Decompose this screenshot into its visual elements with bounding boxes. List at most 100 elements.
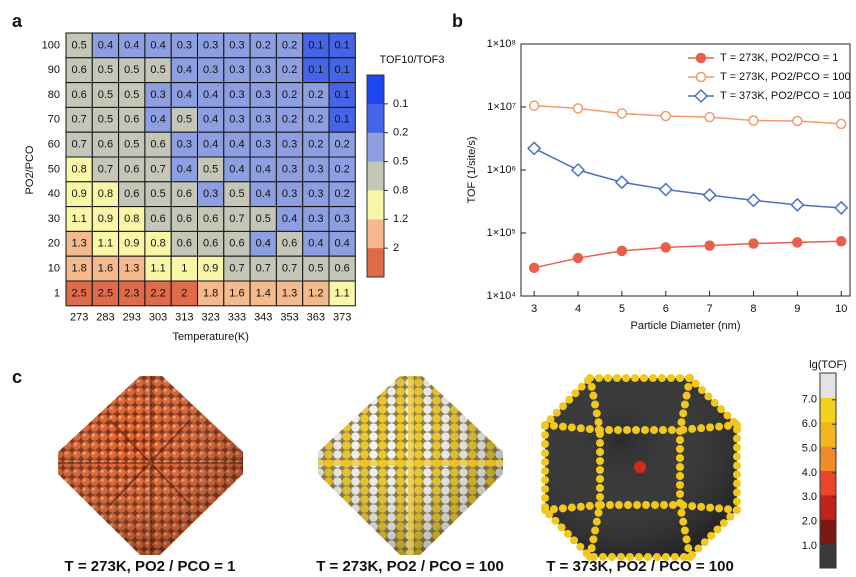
cell-label: 0.2 (335, 163, 350, 175)
heat-cell (118, 230, 146, 257)
cell-label: 0.7 (256, 263, 271, 275)
heat-cell (118, 280, 146, 307)
cell-label: 1.3 (282, 287, 297, 299)
marker (660, 110, 672, 122)
cell-label: 0.3 (256, 114, 271, 126)
heat-cell (65, 156, 93, 183)
cell-label: 0.4 (256, 188, 271, 200)
y-tick-label: 90 (48, 64, 60, 76)
heat-cell (91, 206, 120, 232)
heat-cell (223, 156, 251, 183)
cell-label: 0.9 (72, 188, 87, 200)
colorbar-tick-label: 2 (393, 242, 399, 254)
x-tick-label: 353 (280, 312, 298, 324)
heat-cell (91, 131, 120, 158)
cell-label: 0.1 (335, 39, 350, 51)
cell-label: 0.4 (150, 39, 165, 51)
marker (616, 245, 628, 257)
cell-label: 0.3 (256, 89, 271, 101)
cell-label: 0.6 (124, 163, 139, 175)
legend-marker (695, 71, 707, 83)
cell-label: 0.7 (229, 263, 244, 275)
cell-label: 0.3 (335, 213, 350, 225)
colorbar-segment (820, 446, 836, 471)
cell-label: 1.4 (256, 287, 271, 299)
heat-cell (275, 131, 304, 158)
cell-label: 0.7 (229, 213, 244, 225)
heat-cell (65, 280, 93, 307)
colorbar-tick-label: 0.2 (393, 127, 408, 139)
marker (792, 115, 803, 127)
marker (748, 238, 759, 249)
cell-label: 0.7 (72, 139, 87, 151)
cell-label: 0.8 (124, 213, 139, 225)
heat-cell (328, 57, 356, 84)
caption: T = 273K, PO2 / PCO = 100 (316, 558, 504, 575)
cell-label: 0.3 (308, 163, 323, 175)
series-line (534, 104, 842, 125)
cell-label: 0.4 (177, 163, 192, 175)
cell-label: 1.8 (203, 287, 218, 299)
cell-label: 0.6 (150, 139, 165, 151)
marker (792, 237, 803, 248)
cell-label: 2.3 (124, 287, 139, 299)
series-line (533, 240, 842, 269)
marker (528, 100, 540, 111)
heat-cell (328, 156, 356, 183)
heat-cell (170, 32, 198, 59)
cell-label: 0.6 (98, 139, 113, 151)
cell-label: 0.3 (229, 89, 244, 101)
colorbar-tick-label: 1.0 (802, 540, 817, 552)
heat-cell (328, 255, 356, 282)
cell-label: 1.1 (150, 263, 165, 275)
heat-cell (91, 32, 120, 59)
y-tick-label: 100 (42, 39, 60, 51)
legend-marker (693, 88, 709, 104)
cell-label: 0.4 (124, 39, 139, 51)
cell-label: 0.3 (177, 39, 192, 51)
marker (790, 197, 805, 212)
heat-cell (118, 82, 146, 108)
colorbar-segment (820, 421, 836, 447)
cell-label: 0.2 (282, 114, 297, 126)
x-tick-label: 8 (750, 303, 756, 315)
heat-cell (223, 206, 251, 232)
marker (616, 108, 628, 119)
marker (658, 182, 673, 197)
legend-label: T = 373K, PO2/PCO = 100 (720, 90, 851, 102)
x-tick-label: 7 (707, 303, 713, 315)
cell-label: 0.3 (256, 64, 271, 76)
heat-cell (170, 106, 198, 133)
cell-label: 0.3 (229, 64, 244, 76)
heat-cell (65, 255, 93, 282)
cell-label: 2.5 (98, 287, 113, 299)
cell-label: 0.3 (308, 188, 323, 200)
marker (572, 103, 584, 114)
x-tick-label: 6 (663, 303, 669, 315)
heat-cell (223, 230, 251, 257)
colorbar-tick-label: 2.0 (802, 516, 817, 528)
cell-label: 1.1 (72, 213, 87, 225)
heat-cell (328, 206, 356, 232)
heat-cell (249, 131, 277, 158)
cell-label: 0.4 (229, 139, 244, 151)
heat-cell (144, 156, 172, 183)
heat-cell (249, 156, 277, 183)
heat-cell (275, 57, 304, 84)
heat-cell (170, 280, 198, 307)
y-tick-label: 30 (48, 213, 60, 225)
cell-label: 2 (181, 287, 187, 299)
cell-label: 0.4 (229, 163, 244, 175)
cell-label: 0.6 (72, 89, 87, 101)
y-axis-title: TOF (1/site/s) (466, 136, 478, 203)
heat-cell (223, 57, 251, 84)
series-line (533, 147, 842, 209)
heat-cell (118, 57, 146, 84)
colorbar-segment (367, 248, 384, 278)
heat-cell (223, 280, 251, 307)
cell-label: 0.3 (308, 213, 323, 225)
y-tick-label: 80 (48, 89, 60, 101)
heat-cell (302, 32, 330, 59)
cell-label: 0.4 (203, 89, 218, 101)
